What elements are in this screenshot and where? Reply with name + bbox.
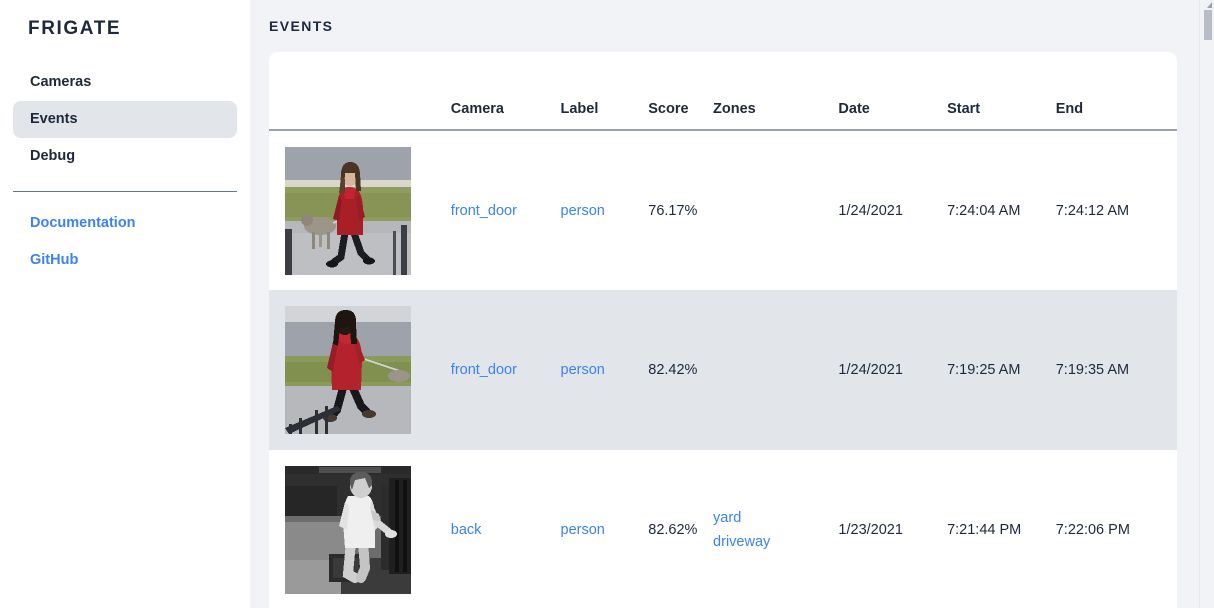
event-zones-cell bbox=[713, 290, 838, 450]
table-row[interactable]: back person 82.62% yard driveway 1/23/2021 7:2… bbox=[269, 450, 1177, 608]
table-row[interactable]: front_door person 82.42% 1/24/2021 7:19:25 A… bbox=[269, 290, 1177, 450]
event-score-value: 82.62% bbox=[648, 522, 698, 538]
event-date-value: 1/23/2021 bbox=[838, 522, 903, 538]
event-zones-cell bbox=[713, 130, 838, 290]
sidebar: FRIGATE Cameras Events Debug Documentati… bbox=[0, 0, 250, 608]
event-score-value: 76.17% bbox=[648, 202, 698, 219]
table-row[interactable]: front_door person 76.17% 1/24/2021 7:24:04 A… bbox=[269, 130, 1177, 290]
event-thumbnail-cell[interactable] bbox=[269, 450, 451, 608]
event-end-time-value: 7:24:12 AM bbox=[1055, 202, 1130, 219]
event-camera-link[interactable]: back bbox=[450, 522, 482, 538]
event-thumbnail-image[interactable] bbox=[285, 146, 451, 275]
event-camera-cell: back bbox=[451, 450, 561, 608]
event-camera-cell: front_door bbox=[451, 290, 561, 450]
event-zone-link[interactable]: yard bbox=[713, 510, 742, 526]
event-date-value: 1/24/2021 bbox=[838, 202, 903, 219]
event-label-link[interactable]: person bbox=[560, 362, 605, 378]
column-header-camera: Camera bbox=[450, 52, 561, 131]
sidebar-item-cameras[interactable]: Cameras bbox=[30, 74, 92, 90]
app-brand-title: FRIGATE bbox=[28, 18, 122, 39]
event-thumbnail-cell[interactable] bbox=[269, 130, 451, 290]
sidebar-link-github[interactable]: GitHub bbox=[30, 252, 79, 268]
event-label-cell: person bbox=[561, 450, 649, 608]
event-thumbnail-cell[interactable] bbox=[269, 290, 451, 450]
event-end-time-value: 7:22:06 PM bbox=[1055, 522, 1130, 538]
event-zone-list: yard driveway bbox=[713, 506, 838, 554]
events-card: Camera Label Score Zones Date Start End bbox=[269, 52, 1177, 608]
event-start-time-value: 7:24:04 AM bbox=[947, 202, 1021, 219]
events-table-body: front_door person 76.17% 1/24/2021 7:24:04 A… bbox=[269, 130, 1177, 608]
events-table-header-row: Camera Label Score Zones Date Start End bbox=[269, 52, 1177, 131]
column-header-thumbnail bbox=[269, 52, 451, 131]
vertical-scrollbar[interactable] bbox=[1199, 0, 1214, 608]
page-title: EVENTS bbox=[269, 18, 334, 34]
column-header-zones: Zones bbox=[713, 52, 839, 131]
event-end-time-value: 7:19:35 AM bbox=[1055, 362, 1130, 378]
event-thumbnail-image[interactable] bbox=[285, 306, 451, 434]
event-camera-link[interactable]: front_door bbox=[450, 362, 517, 378]
scrollbar-thumb[interactable] bbox=[1204, 10, 1212, 40]
events-table: Camera Label Score Zones Date Start End bbox=[269, 52, 1177, 608]
main-content: EVENTS Camera Label Score Zones Date Sta… bbox=[250, 0, 1214, 608]
event-start-time-value: 7:21:44 PM bbox=[947, 522, 1022, 538]
column-header-score: Score bbox=[648, 52, 714, 131]
event-label-cell: person bbox=[561, 290, 649, 450]
event-label-cell: person bbox=[561, 130, 649, 290]
sidebar-item-events[interactable]: Events bbox=[13, 101, 237, 138]
scroll-up-arrow-icon[interactable] bbox=[1207, 2, 1212, 8]
column-header-date: Date bbox=[838, 52, 948, 131]
sidebar-link-documentation[interactable]: Documentation bbox=[30, 215, 136, 231]
sidebar-primary-nav: Cameras Events Debug bbox=[0, 64, 250, 175]
sidebar-item-debug[interactable]: Debug bbox=[30, 148, 76, 164]
events-table-head: Camera Label Score Zones Date Start End bbox=[269, 52, 1177, 131]
sidebar-secondary-nav: Documentation GitHub bbox=[0, 205, 250, 279]
sidebar-divider bbox=[13, 191, 237, 192]
event-start-time-value: 7:19:25 AM bbox=[947, 362, 1021, 378]
column-header-end: End bbox=[1055, 52, 1177, 131]
event-label-link[interactable]: person bbox=[560, 202, 605, 219]
event-score-value: 82.42% bbox=[648, 362, 698, 378]
event-zones-cell: yard driveway bbox=[713, 450, 838, 608]
event-date-value: 1/24/2021 bbox=[838, 362, 903, 378]
event-label-link[interactable]: person bbox=[560, 522, 605, 538]
event-camera-link[interactable]: front_door bbox=[450, 202, 517, 219]
event-zone-link[interactable]: driveway bbox=[713, 534, 771, 550]
column-header-start: Start bbox=[947, 52, 1056, 131]
event-camera-cell: front_door bbox=[451, 130, 561, 290]
column-header-label: Label bbox=[560, 52, 649, 131]
event-thumbnail-image[interactable] bbox=[285, 466, 451, 594]
